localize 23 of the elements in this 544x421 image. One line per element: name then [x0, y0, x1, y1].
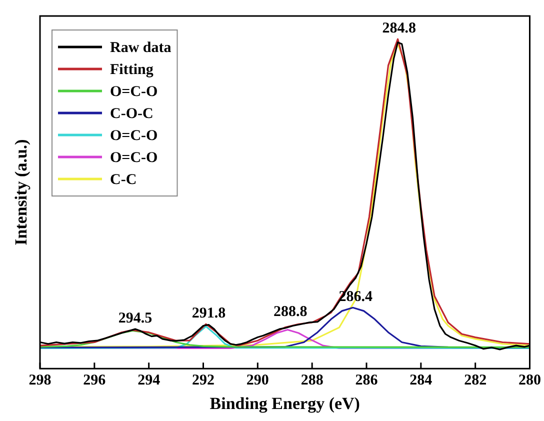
x-tick-label: 288	[300, 372, 324, 388]
x-tick-label: 286	[355, 372, 378, 388]
legend-label: Fitting	[110, 62, 154, 78]
x-tick-label: 298	[28, 372, 52, 388]
annotation: 294.5	[118, 310, 152, 326]
legend-label: C-O-C	[110, 106, 154, 122]
x-tick-label: 280	[518, 372, 541, 388]
x-tick-label: 290	[246, 372, 269, 388]
x-tick-label: 296	[83, 372, 106, 388]
x-tick-label: 284	[410, 372, 433, 388]
x-tick-label: 292	[192, 372, 214, 388]
x-tick-label: 294	[138, 372, 161, 388]
x-tick-label: 282	[464, 372, 487, 388]
legend-label: O=C-O	[110, 84, 158, 100]
legend-label: Raw data	[110, 40, 172, 56]
legend-label: C-C	[110, 172, 137, 188]
x-axis-title: Binding Energy (eV)	[210, 394, 360, 414]
annotation: 291.8	[192, 305, 226, 322]
legend-label: O=C-O	[110, 128, 158, 144]
y-axis-title: Intensity (a.u.)	[11, 139, 30, 246]
annotation: 284.8	[382, 20, 416, 36]
legend-label: O=C-O	[110, 150, 158, 166]
annotation: 288.8	[273, 304, 308, 320]
